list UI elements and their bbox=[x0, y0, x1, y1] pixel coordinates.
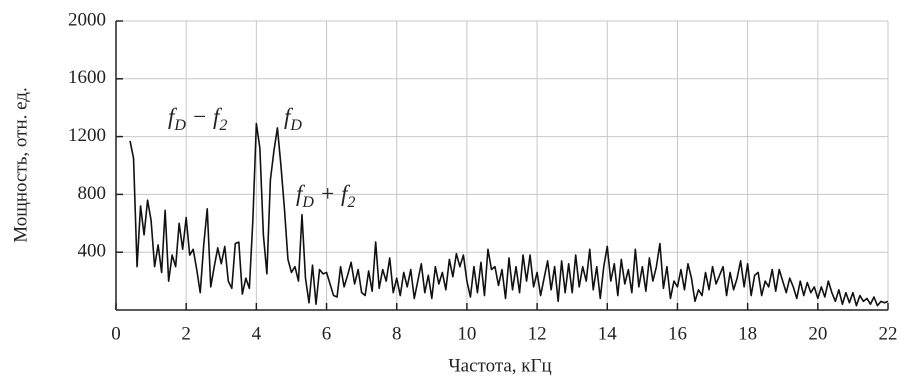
y-tick-label: 2000 bbox=[68, 9, 106, 30]
x-tick-label: 8 bbox=[392, 323, 402, 344]
x-tick-label: 6 bbox=[322, 323, 332, 344]
annotation-subscript: D bbox=[301, 194, 314, 211]
annotation-text: f bbox=[284, 104, 294, 129]
annotation-text: − f bbox=[186, 104, 223, 129]
x-tick-label: 2 bbox=[181, 323, 191, 344]
x-tick-label: 20 bbox=[808, 323, 827, 344]
annotation: fD − f2 bbox=[168, 104, 227, 133]
annotation-subscript: 2 bbox=[219, 117, 227, 134]
x-axis-label: Частота, кГц bbox=[448, 355, 551, 376]
x-tick-label: 12 bbox=[528, 323, 547, 344]
annotation-text: + f bbox=[314, 181, 351, 206]
y-tick-label: 800 bbox=[78, 183, 107, 204]
y-tick-label: 1200 bbox=[68, 125, 106, 146]
x-tick-label: 22 bbox=[879, 323, 898, 344]
annotation: fD + f2 bbox=[296, 181, 355, 210]
x-tick-label: 18 bbox=[738, 323, 757, 344]
y-tick-label: 400 bbox=[78, 241, 107, 262]
x-tick-label: 14 bbox=[598, 323, 618, 344]
annotation-text: f bbox=[296, 181, 306, 206]
annotation-subscript: 2 bbox=[347, 194, 355, 211]
x-tick-label: 4 bbox=[252, 323, 262, 344]
annotation-subscript: D bbox=[173, 117, 186, 134]
annotation-text: f bbox=[168, 104, 178, 129]
x-tick-label: 0 bbox=[111, 323, 121, 344]
y-tick-label: 1600 bbox=[68, 67, 106, 88]
x-tick-label: 10 bbox=[457, 323, 476, 344]
x-tick-label: 16 bbox=[668, 323, 687, 344]
y-axis-label: Мощность, отн. ед. bbox=[10, 87, 31, 242]
annotation-subscript: D bbox=[289, 117, 302, 134]
spectrum-line bbox=[129, 122, 889, 307]
annotation: fD bbox=[284, 104, 302, 133]
